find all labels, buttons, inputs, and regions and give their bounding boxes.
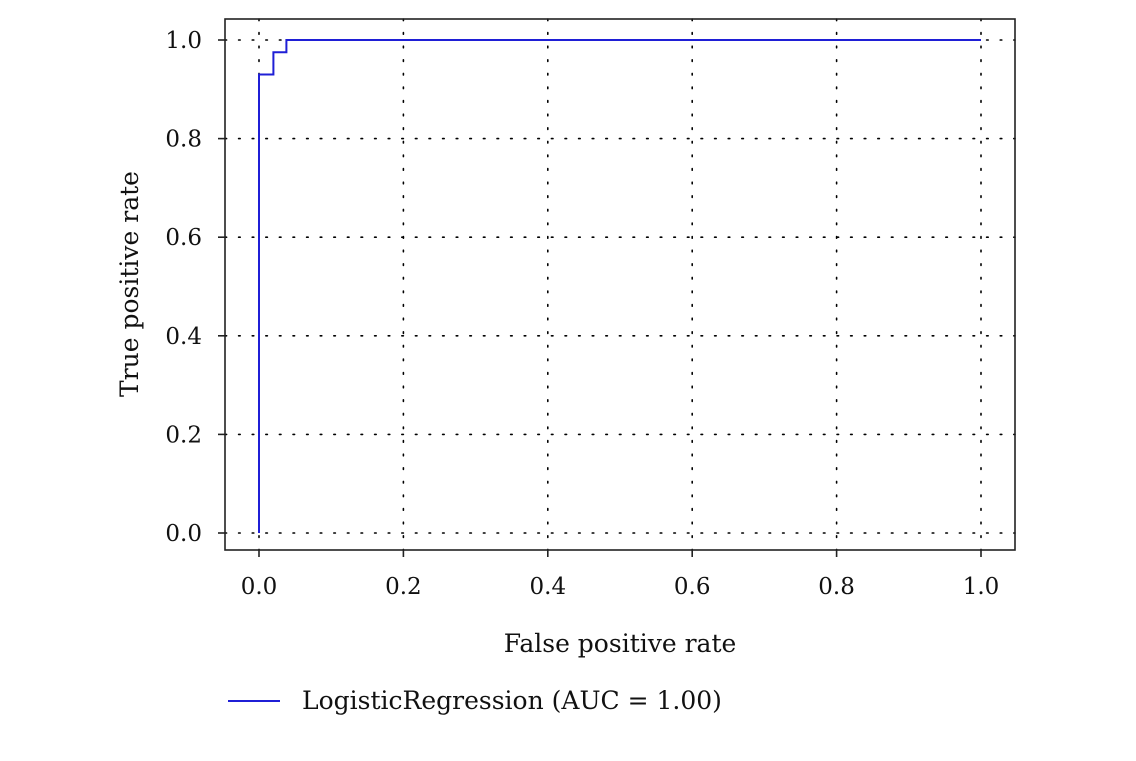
y-tick-label: 0.8 bbox=[165, 127, 202, 153]
legend: LogisticRegression (AUC = 1.00) bbox=[228, 686, 722, 715]
plot-frame bbox=[224, 18, 1016, 551]
x-tick-label: 1.0 bbox=[963, 574, 1000, 600]
x-tick-label: 0.6 bbox=[674, 574, 711, 600]
x-tick-label: 0.0 bbox=[241, 574, 278, 600]
roc-curve-line bbox=[258, 39, 981, 533]
legend-label: LogisticRegression (AUC = 1.00) bbox=[302, 686, 722, 715]
series-layer bbox=[258, 39, 981, 533]
y-tick-label: 0.2 bbox=[165, 422, 202, 448]
y-tick-label: 0.6 bbox=[165, 225, 202, 251]
x-tick-label: 0.4 bbox=[530, 574, 567, 600]
y-tick-label: 0.0 bbox=[165, 521, 202, 547]
y-tick-label: 0.4 bbox=[165, 324, 202, 350]
y-tick-label: 1.0 bbox=[165, 28, 202, 54]
x-axis-title: False positive rate bbox=[504, 629, 737, 658]
grid bbox=[224, 18, 1016, 551]
ticks: 0.0 0.2 0.4 0.6 0.8 1.0 0.0 0.2 0.4 0.6 0.8 1.0 bbox=[165, 28, 999, 600]
x-tick-label: 0.2 bbox=[385, 574, 422, 600]
x-tick-label: 0.8 bbox=[818, 574, 855, 600]
y-axis-title: True positive rate bbox=[115, 171, 144, 397]
